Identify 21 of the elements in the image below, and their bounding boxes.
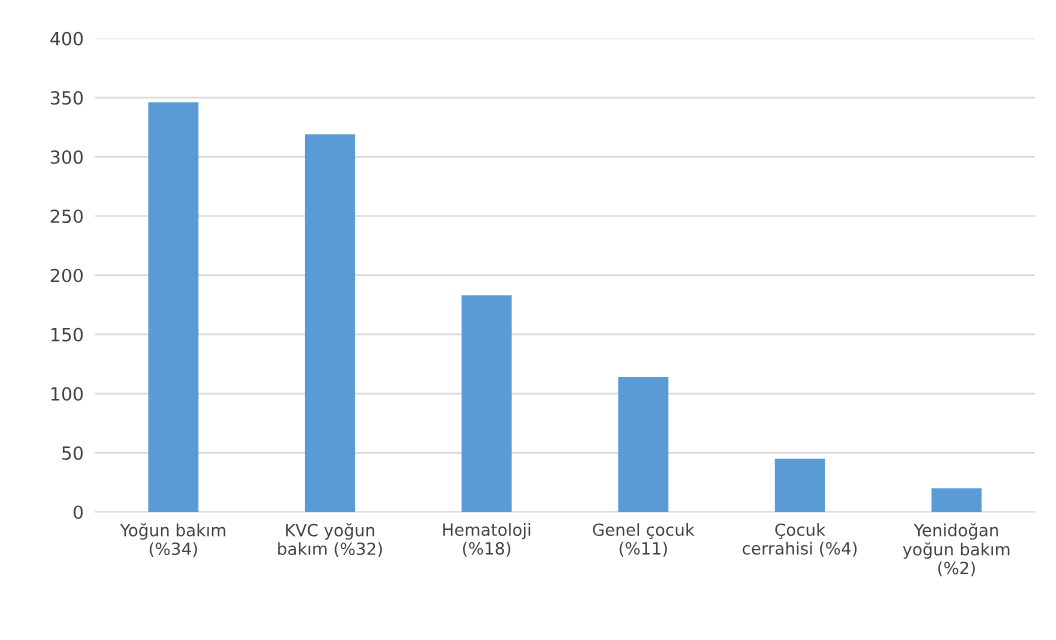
y-tick-label: 350: [50, 91, 83, 105]
y-tick-label: 50: [62, 446, 83, 460]
bar: [931, 488, 982, 512]
y-tick-label: 0: [73, 505, 83, 520]
x-tick-label: Hematoloji (%18): [443, 523, 531, 557]
bar: [461, 295, 512, 512]
y-tick-label: 150: [51, 327, 83, 342]
bar: [618, 377, 669, 512]
y-tick-label: 300: [50, 150, 83, 164]
bar: [304, 134, 356, 512]
x-tick-label: KVC yoğun bakım (%32): [278, 523, 382, 558]
y-tick-label: 100: [51, 387, 83, 401]
x-tick-label: Genel çocuk (%11): [592, 523, 695, 557]
x-tick-label: Yenidoğan yoğun bakım (%2): [902, 523, 1010, 577]
y-tick-label: 400: [50, 31, 83, 46]
x-tick-label: Yoğun bakım (%34): [120, 523, 226, 558]
bar: [774, 458, 825, 512]
y-tick-label: 250: [50, 209, 83, 224]
bar: [148, 102, 199, 512]
x-tick-label: Çocuk cerrahisi (%4): [742, 523, 857, 557]
y-tick-label: 200: [50, 268, 83, 283]
